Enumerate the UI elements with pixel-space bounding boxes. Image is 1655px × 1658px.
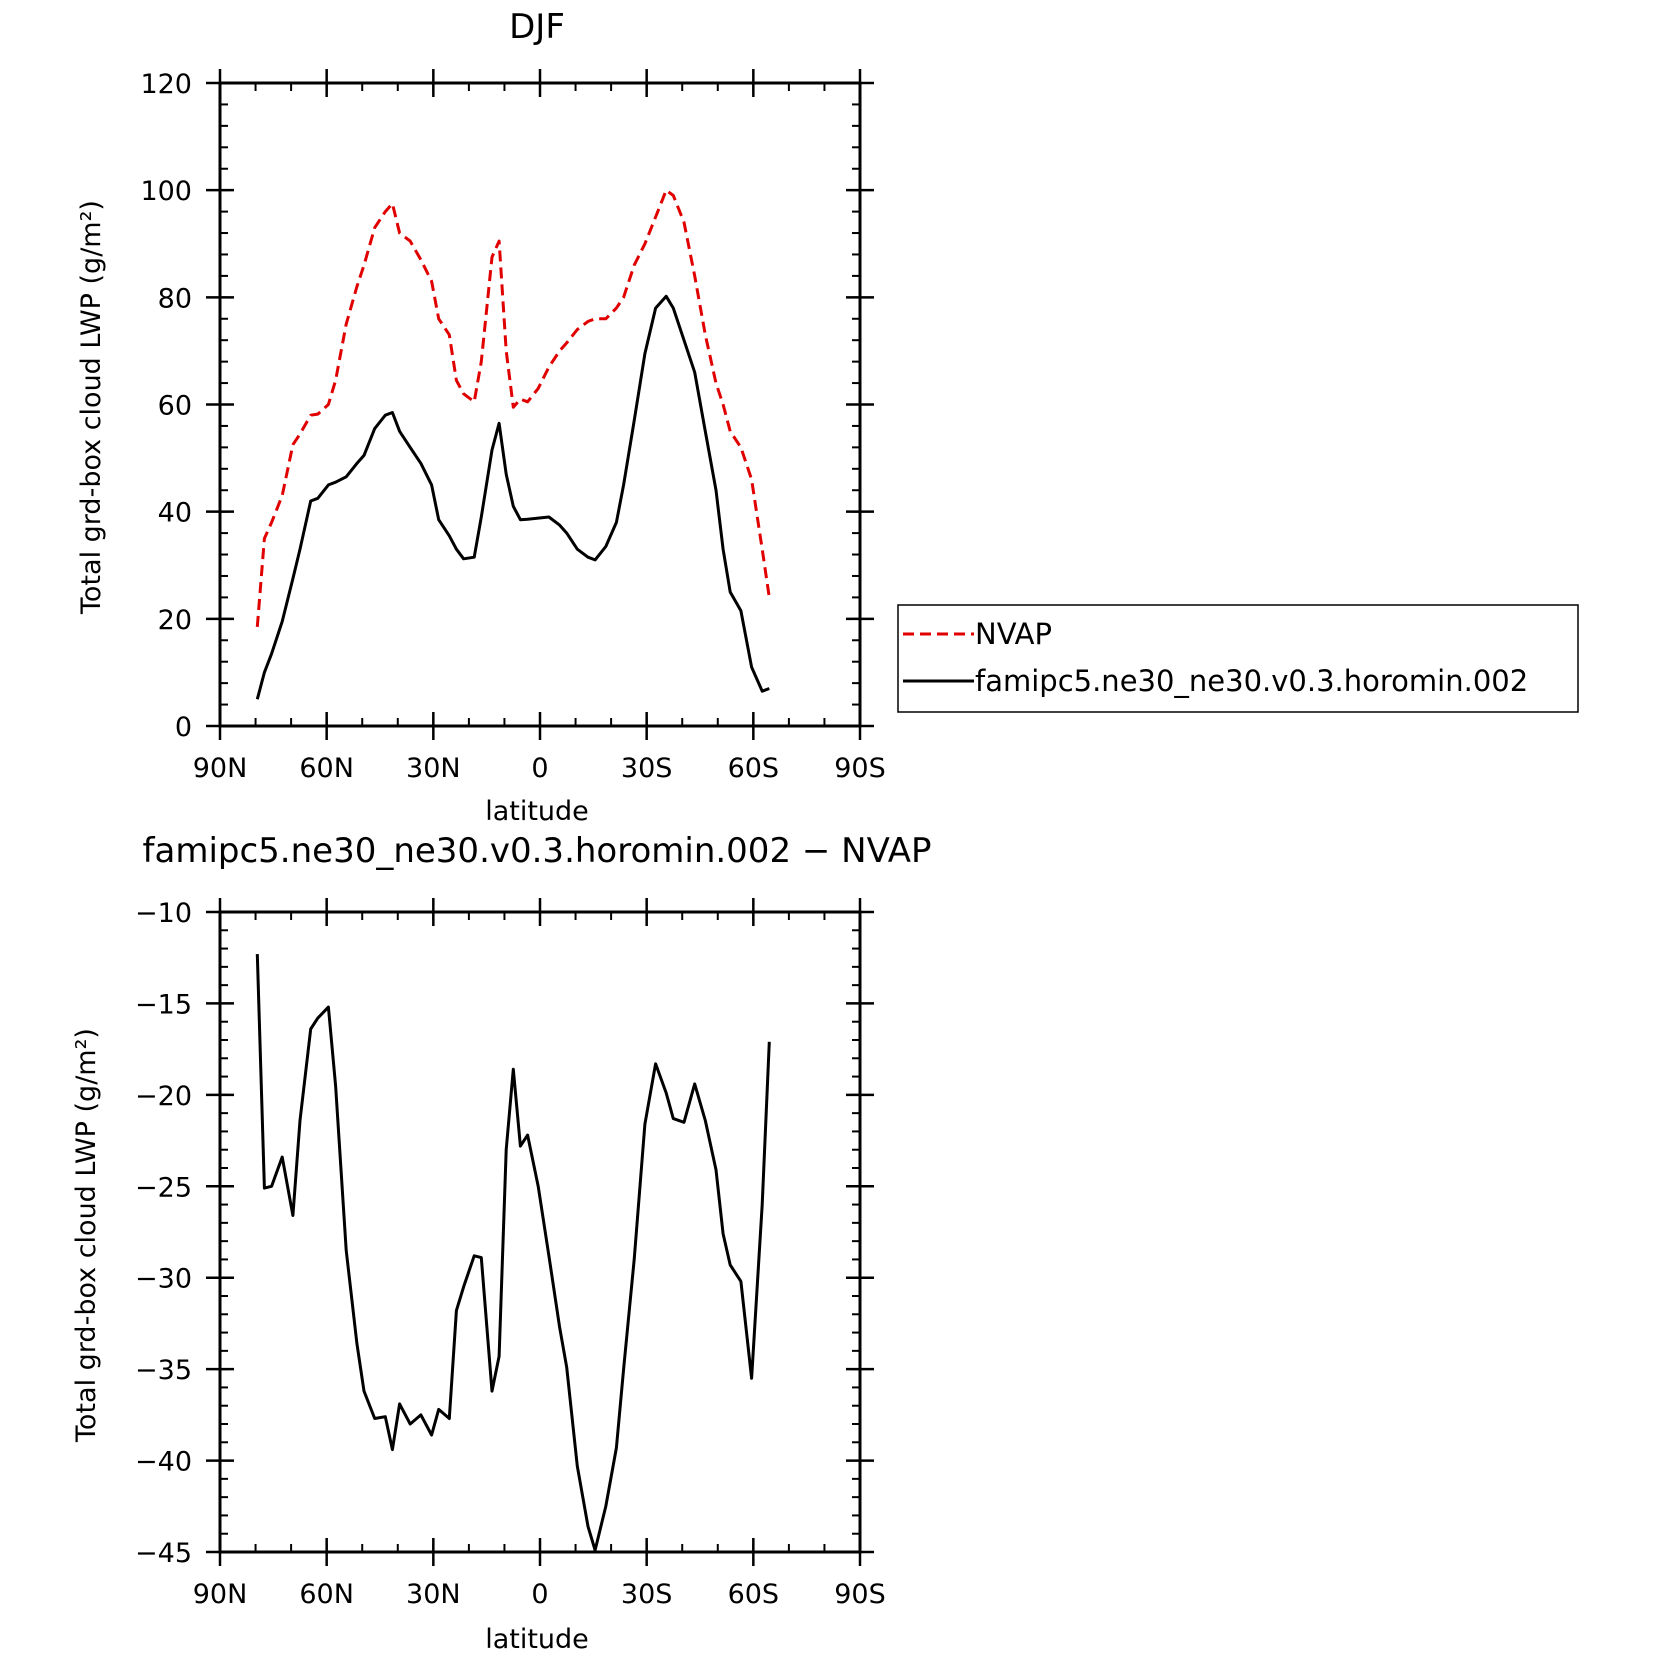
bottom-y-tick-label: −45 [135,1538,192,1569]
bottom-y-tick-label: −30 [135,1264,192,1295]
top-y-tick-label: 0 [175,712,192,743]
top-panel-title: DJF [509,7,565,47]
bottom-x-tick-label: 0 [531,1579,548,1610]
bottom-y-tick-label: −35 [135,1355,192,1386]
bottom-x-tick-label: 30S [621,1579,673,1610]
legend-box [897,604,1579,713]
top-x-tick-label: 60N [299,753,354,784]
legend-label-nvap: NVAP [975,617,1052,651]
bottom-y-tick-label: −15 [135,989,192,1020]
bottom-panel-title: famipc5.ne30_ne30.v0.3.horomin.002 − NVA… [143,831,932,871]
bottom-x-tick-label: 30N [406,1579,461,1610]
bottom-y-tick-label: −40 [135,1447,192,1478]
bottom-y-axis-label: Total grd-box cloud LWP (g/m²) [71,1028,102,1443]
bottom-panel: famipc5.ne30_ne30.v0.3.horomin.002 − NVA… [71,831,931,1655]
top-x-tick-label: 30N [406,753,461,784]
top-y-axis-label: Total grd-box cloud LWP (g/m²) [76,200,107,615]
top-x-tick-label: 90S [834,753,886,784]
top-x-tick-label: 30S [621,753,673,784]
top-x-tick-label: 0 [531,753,548,784]
top-y-tick-label: 120 [140,69,192,100]
top-series-line-1 [255,294,770,700]
bottom-x-tick-label: 60N [299,1579,354,1610]
top-y-tick-label: 20 [158,605,192,636]
top-x-axis-label: latitude [485,796,589,827]
top-frame [218,81,862,728]
legend-label-model: famipc5.ne30_ne30.v0.3.horomin.002 [975,664,1528,698]
bottom-y-tick-label: −25 [135,1172,192,1203]
bottom-frame [218,910,862,1554]
bottom-y-tick-label: −20 [135,1081,192,1112]
legend: NVAP famipc5.ne30_ne30.v0.3.horomin.002 [897,604,1579,713]
bottom-y-tick-label: −10 [135,898,192,929]
top-panel: DJF 90N 60N 30N 0 30S 60S 90S 0 20 40 60 80 100 120 l… [76,7,886,827]
bottom-x-axis-label: latitude [485,1624,589,1655]
top-y-tick-label: 80 [158,283,192,314]
top-series-line-0 [255,188,771,628]
bottom-series-line-0 [255,954,771,1552]
bottom-x-tick-label: 60S [728,1579,780,1610]
bottom-x-tick-label: 90S [834,1579,886,1610]
top-x-tick-label: 60S [728,753,780,784]
top-plot-area: 90N 60N 30N 0 30S 60S 90S 0 20 40 60 80 100 120 [140,69,886,784]
bottom-plot-area: 90N 60N 30N 0 30S 60S 90S −45 −40 −35 −30 −25 −20 −15… [135,898,886,1610]
top-y-tick-label: 40 [158,498,192,529]
bottom-x-tick-label: 90N [193,1579,248,1610]
top-y-tick-label: 60 [158,391,192,422]
top-y-tick-label: 100 [140,176,192,207]
top-x-tick-label: 90N [193,753,248,784]
